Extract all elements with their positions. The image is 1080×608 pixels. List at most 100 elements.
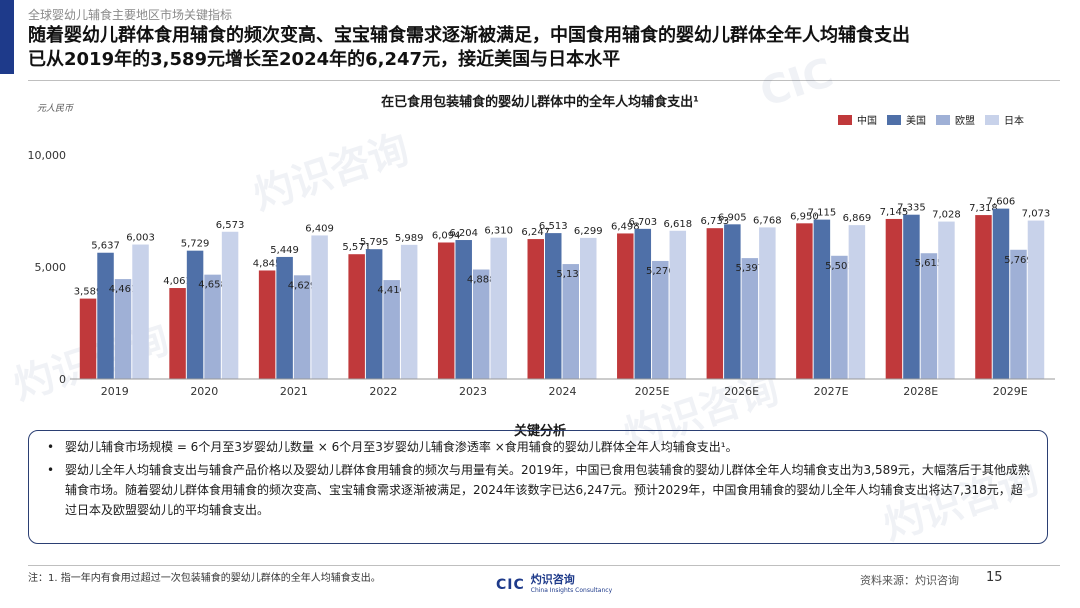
data-label: 6,733	[701, 216, 730, 227]
bar-0-2025E	[617, 233, 634, 379]
y-tick-label: 0	[59, 373, 66, 386]
bar-2-2023	[472, 269, 490, 379]
headline-line-1: 随着婴幼儿群体食用辅食的频次变高、宝宝辅食需求逐渐被满足，中国食用辅食的婴幼儿群…	[28, 25, 910, 46]
bar-2-2024	[562, 264, 579, 379]
x-tick-label: 2024	[549, 385, 577, 398]
bar-2-2019	[114, 279, 132, 379]
data-label: 5,571	[342, 242, 371, 253]
data-label: 7,606	[987, 197, 1016, 208]
data-label: 6,409	[305, 223, 334, 234]
bar-3-2026E	[759, 227, 776, 379]
y-tick-label: 10,000	[28, 149, 67, 162]
data-label: 7,145	[880, 207, 909, 218]
logo-text: 灼识咨询 China Insights Consultancy	[531, 574, 612, 596]
data-label: 7,073	[1022, 209, 1051, 220]
bar-1-2025E	[634, 228, 652, 379]
data-label: 5,769	[1004, 255, 1033, 266]
bar-1-2028E	[903, 214, 920, 379]
bullet: •	[47, 440, 55, 454]
bar-3-2024	[580, 237, 597, 379]
data-label: 4,416	[377, 285, 406, 296]
bar-3-2029E	[1027, 220, 1045, 379]
legend-item-eu: 欧盟	[936, 112, 975, 127]
data-label: 5,397	[736, 263, 765, 274]
bar-3-2028E	[938, 221, 955, 379]
bullet: •	[47, 463, 55, 477]
bar-2-2027E	[831, 255, 848, 379]
bar-1-2021	[276, 256, 293, 379]
logo-mark: CIC	[496, 577, 525, 593]
y-axis-unit: 元人民币	[37, 104, 74, 114]
data-label: 6,310	[484, 226, 513, 237]
bar-1-2023	[455, 240, 472, 379]
bar-0-2020	[169, 288, 186, 379]
header-divider	[28, 80, 1060, 81]
data-label: 6,498	[611, 221, 640, 232]
bar-1-2029E	[992, 208, 1010, 379]
data-label: 4,658	[198, 280, 227, 291]
data-label: 6,950	[790, 211, 819, 222]
analysis-text: 婴幼儿辅食市场规模 = 6个月至3岁婴幼儿数量 × 6个月至3岁婴幼儿辅食渗透率…	[65, 440, 738, 454]
data-label: 5,501	[825, 261, 854, 272]
analysis-list: • 婴幼儿辅食市场规模 = 6个月至3岁婴幼儿数量 × 6个月至3岁婴幼儿辅食渗…	[43, 437, 1033, 520]
accent-bar	[0, 0, 14, 74]
bar-0-2024	[527, 239, 544, 379]
bar-2-2028E	[920, 253, 938, 379]
data-label: 4,888	[467, 275, 496, 286]
analysis-item: • 婴幼儿全年人均辅食支出与辅食产品价格以及婴幼儿群体食用辅食的频次与用量有关。…	[43, 460, 1033, 520]
bar-0-2027E	[796, 223, 813, 379]
x-tick-label: 2022	[369, 385, 397, 398]
x-tick-label: 2026E	[724, 385, 759, 398]
data-label: 6,703	[628, 217, 657, 228]
data-label: 6,204	[449, 228, 478, 239]
data-label: 5,270	[646, 266, 675, 277]
bar-3-2021	[311, 235, 328, 379]
legend-swatch	[838, 114, 852, 125]
source-note: 资料来源：灼识咨询	[860, 574, 959, 587]
bar-1-2019	[97, 252, 114, 379]
data-label: 5,131	[556, 269, 585, 280]
bar-3-2019	[132, 244, 149, 379]
headline-line-2: 已从2019年的3,589元增长至2024年的6,247元，接近美国与日本水平	[28, 49, 621, 70]
bar-2-2020	[204, 274, 221, 379]
bar-0-2019	[79, 298, 97, 379]
bar-2-2022	[383, 280, 400, 379]
analysis-text: 婴幼儿全年人均辅食支出与辅食产品价格以及婴幼儿群体食用辅食的频次与用量有关。20…	[65, 463, 1030, 517]
bar-3-2027E	[848, 225, 866, 379]
logo-cn: 灼识咨询	[530, 573, 575, 586]
chart-title: 在已食用包装辅食的婴幼儿群体中的全年人均辅食支出¹	[381, 95, 699, 110]
page-title: 随着婴幼儿群体食用辅食的频次变高、宝宝辅食需求逐渐被满足，中国食用辅食的婴幼儿群…	[28, 24, 1058, 72]
bar-0-2021	[258, 270, 276, 379]
data-label: 4,061	[163, 276, 192, 287]
bar-1-2027E	[813, 219, 831, 379]
footer-divider	[28, 565, 1060, 566]
bar-0-2023	[437, 242, 455, 379]
data-label: 6,513	[539, 221, 568, 232]
legend-label: 日本	[1004, 116, 1024, 127]
analysis-title: 关键分析	[513, 424, 566, 439]
x-tick-label: 2019	[101, 385, 129, 398]
legend-swatch	[985, 114, 999, 125]
data-label: 6,618	[663, 219, 692, 230]
data-label: 4,845	[253, 258, 282, 269]
data-label: 5,637	[91, 241, 120, 252]
data-label: 4,461	[109, 284, 138, 295]
bar-0-2028E	[885, 218, 903, 379]
bar-2-2029E	[1010, 249, 1027, 379]
data-label: 6,905	[718, 212, 747, 223]
bar-3-2025E	[669, 230, 687, 379]
x-tick-label: 2027E	[814, 385, 849, 398]
data-label: 6,003	[126, 233, 155, 244]
x-tick-label: 2029E	[993, 385, 1028, 398]
data-label: 3,589	[74, 287, 103, 298]
legend-swatch	[887, 114, 901, 125]
bar-0-2029E	[975, 215, 992, 379]
bar-1-2026E	[724, 224, 741, 379]
bar-chart: 0 5,000 10,000 3,589 5,637 4,461 6,003 2019 4,06…	[28, 149, 1055, 398]
analysis-box: • 婴幼儿辅食市场规模 = 6个月至3岁婴幼儿数量 × 6个月至3岁婴幼儿辅食渗…	[28, 430, 1048, 544]
x-tick-label: 2025E	[635, 385, 670, 398]
data-label: 6,573	[216, 220, 245, 231]
legend-item-china: 中国	[838, 112, 877, 127]
bar-1-2020	[186, 250, 204, 379]
bar-1-2022	[365, 249, 383, 379]
